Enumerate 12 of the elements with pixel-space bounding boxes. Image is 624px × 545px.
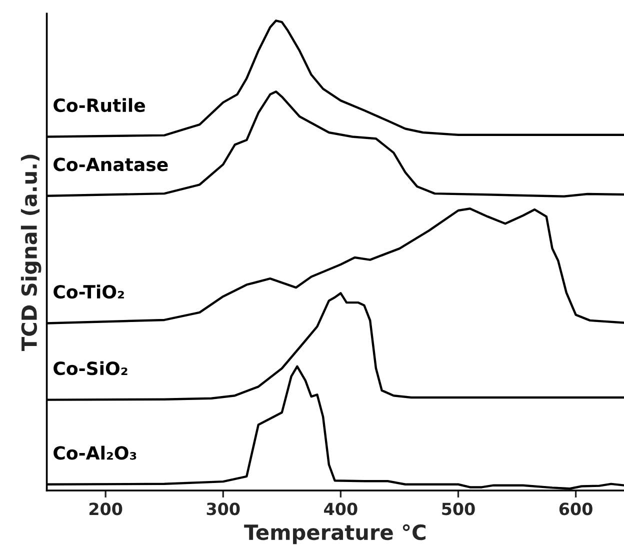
series-label: Co-Al₂O₃	[54, 446, 136, 460]
x-tick-label: 500	[442, 502, 475, 516]
y-axis-title: TCD Signal (a.u.)	[20, 154, 42, 352]
x-tick-label: 400	[324, 502, 358, 516]
x-tick-label: 300	[206, 502, 240, 516]
x-tick-label: 600	[559, 502, 592, 516]
series-label: Co-TiO₂	[54, 284, 124, 299]
series-label: Co-SiO₂	[54, 361, 128, 376]
series-label: Co-Rutile	[54, 98, 145, 112]
series-label: Co-Anatase	[54, 158, 168, 172]
x-tick-label: 200	[90, 502, 122, 516]
x-axis-title: Temperature °C	[244, 524, 426, 544]
